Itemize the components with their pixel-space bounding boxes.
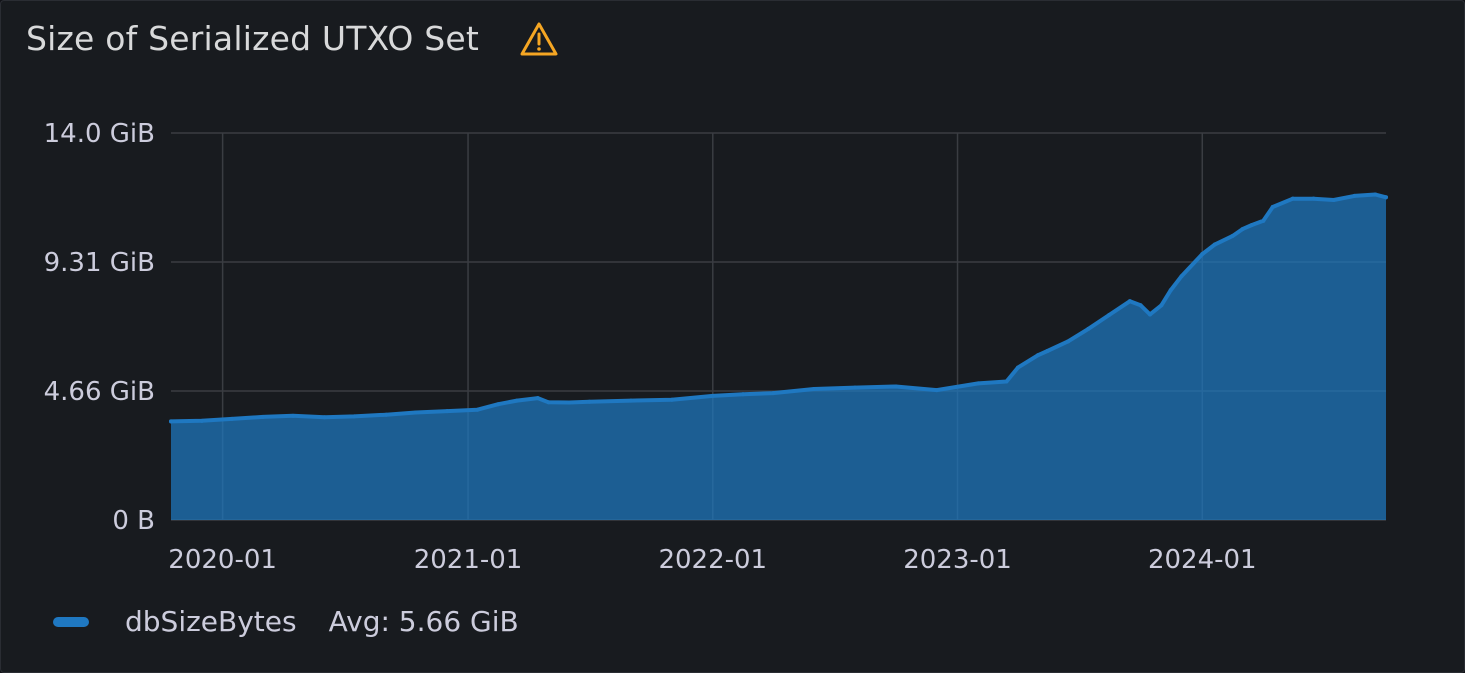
chart-legend: dbSizeBytes Avg: 5.66 GiB — [53, 605, 519, 638]
data-point — [1352, 193, 1357, 198]
data-point — [1384, 195, 1388, 200]
data-point — [514, 398, 519, 403]
data-point — [322, 415, 327, 420]
data-point — [587, 399, 592, 404]
data-point — [1261, 218, 1266, 223]
data-point — [976, 381, 981, 386]
data-point — [1107, 313, 1112, 318]
data-point — [546, 400, 551, 405]
data-point — [1240, 227, 1245, 232]
data-point — [1066, 339, 1071, 344]
x-tick-label: 2021-01 — [414, 545, 523, 575]
data-point — [1035, 353, 1040, 358]
data-point — [260, 414, 265, 419]
x-tick-label: 2024-01 — [1148, 545, 1257, 575]
data-point — [1230, 234, 1235, 239]
y-tick-label: 4.66 GiB — [44, 377, 155, 407]
x-tick-label: 2022-01 — [658, 545, 767, 575]
data-point — [1138, 303, 1143, 308]
data-point — [1200, 252, 1205, 257]
data-point — [893, 384, 898, 389]
x-tick-label: 2020-01 — [168, 545, 277, 575]
data-point — [1147, 312, 1152, 317]
data-point — [628, 398, 633, 403]
data-point — [812, 386, 817, 391]
data-point — [1311, 196, 1316, 201]
data-point — [1331, 198, 1336, 203]
y-tick-label: 9.31 GiB — [44, 248, 155, 278]
data-point — [384, 412, 389, 417]
data-point — [1015, 365, 1020, 370]
data-point — [1270, 204, 1275, 209]
data-point — [352, 414, 357, 419]
legend-series-name[interactable]: dbSizeBytes — [125, 605, 297, 638]
warning-triangle-icon[interactable] — [519, 21, 559, 57]
legend-swatch — [53, 616, 89, 627]
x-tick-label: 2023-01 — [903, 545, 1012, 575]
panel-header: Size of Serialized UTXO Set — [26, 19, 559, 58]
data-point — [1159, 303, 1164, 308]
data-point — [475, 407, 480, 412]
y-tick-label: 0 B — [112, 506, 155, 536]
data-point — [496, 402, 501, 407]
data-point — [1086, 326, 1091, 331]
data-point — [740, 392, 745, 397]
data-point — [1004, 379, 1009, 384]
data-point — [1168, 288, 1173, 293]
data-point — [169, 419, 173, 424]
data-point — [291, 413, 296, 418]
data-point — [535, 396, 540, 401]
time-series-chart: 0 B 4.66 GiB 9.31 GiB 14.0 GiB 2020-01 2021-… — [44, 119, 1388, 575]
data-point — [1249, 222, 1254, 227]
series-area — [171, 194, 1386, 520]
y-tick-label: 14.0 GiB — [44, 119, 155, 149]
data-point — [1045, 349, 1050, 354]
legend-avg-value: Avg: 5.66 GiB — [328, 605, 519, 638]
data-point — [934, 388, 939, 393]
data-point — [230, 416, 235, 421]
data-point — [445, 409, 450, 414]
data-point — [413, 410, 418, 415]
data-point — [710, 393, 715, 398]
data-point — [669, 397, 674, 402]
data-point — [1373, 192, 1378, 197]
data-point — [199, 418, 204, 423]
data-point — [771, 391, 776, 396]
data-point — [1213, 242, 1218, 247]
data-point — [1127, 299, 1132, 304]
panel-title: Size of Serialized UTXO Set — [26, 19, 479, 58]
data-point — [852, 385, 857, 390]
data-point — [567, 400, 572, 405]
data-point — [1179, 274, 1184, 279]
data-point — [1290, 196, 1295, 201]
